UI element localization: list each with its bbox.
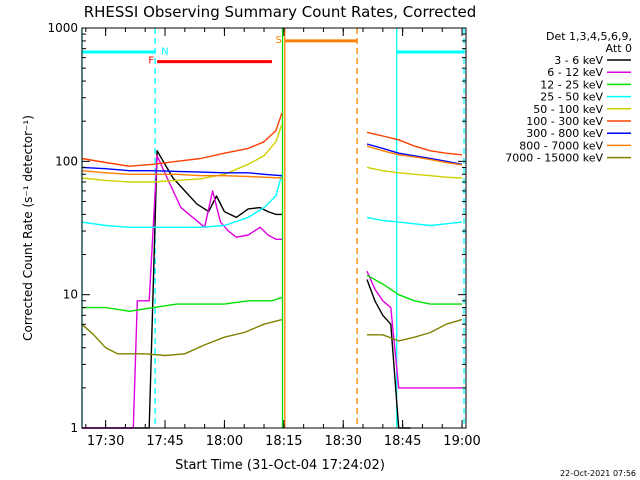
x-tick-label: 18:15 (265, 434, 302, 449)
chart-title: RHESSI Observing Summary Count Rates, Co… (84, 3, 477, 21)
series-layer (81, 112, 463, 429)
x-tick-label: 19:00 (443, 434, 480, 449)
y-tick-label: 1 (70, 421, 78, 435)
annotation-bar-label: F (148, 56, 154, 67)
series-line (81, 318, 463, 357)
legend-label: 12 - 25 keV (540, 78, 603, 91)
x-tick-label: 18:30 (325, 434, 362, 449)
legend-label: 300 - 800 keV (526, 127, 603, 140)
series-line (81, 143, 463, 177)
x-tick-label: 18:00 (206, 434, 243, 449)
y-tick-label: 1000 (47, 21, 78, 35)
y-tick-label: 100 (55, 154, 78, 168)
legend-label: 25 - 50 keV (540, 91, 603, 104)
axes-frame (81, 27, 467, 429)
footer-timestamp: 22-Oct-2021 07:56 (560, 469, 636, 478)
annotation-label: N (161, 46, 168, 57)
legend-label: 7000 - 15000 keV (505, 152, 603, 165)
x-tick-label: 18:45 (384, 434, 421, 449)
x-tick-label: 17:45 (146, 434, 183, 449)
legend-label: 100 - 300 keV (526, 115, 603, 128)
series-line (81, 112, 463, 167)
x-tick-label: 17:30 (87, 434, 124, 449)
legend-label: 50 - 100 keV (533, 103, 603, 116)
series-line (81, 155, 462, 429)
x-axis-label: Start Time (31-Oct-04 17:24:02) (175, 458, 385, 473)
series-line (81, 174, 463, 228)
y-ticks: 1 10 100 1000 (47, 21, 466, 435)
annotation-bar-label: S (275, 35, 281, 46)
series-line (81, 145, 463, 179)
legend-label: 6 - 12 keV (547, 66, 603, 79)
axes (81, 27, 467, 429)
legend-header-line2: Att 0 (606, 42, 632, 55)
x-ticks: 17:30 17:45 18:00 18:15 18:30 18:45 19:00 (85, 28, 481, 449)
legend-header-line1: Det 1,3,4,5,6,9, (546, 30, 632, 43)
y-tick-label: 10 (63, 288, 78, 302)
legend-label: 3 - 6 keV (554, 54, 603, 67)
legend-label: 800 - 7000 keV (519, 139, 603, 152)
series-line (81, 123, 463, 183)
y-axis-label: Corrected Count Rate (s⁻¹ detector⁻¹) (21, 115, 35, 341)
series-line (81, 274, 462, 312)
